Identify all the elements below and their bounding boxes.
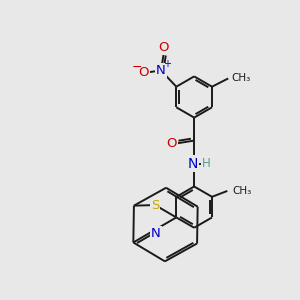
Text: CH₃: CH₃ [232,186,252,196]
Text: S: S [151,199,159,212]
Text: O: O [139,66,149,80]
Text: H: H [202,157,211,170]
Text: O: O [159,41,169,54]
Text: O: O [166,137,176,150]
Text: +: + [163,59,171,69]
Text: CH₃: CH₃ [232,74,251,83]
Text: N: N [151,227,161,240]
Text: N: N [156,64,166,77]
Text: N: N [188,157,198,170]
Text: −: − [132,61,143,74]
